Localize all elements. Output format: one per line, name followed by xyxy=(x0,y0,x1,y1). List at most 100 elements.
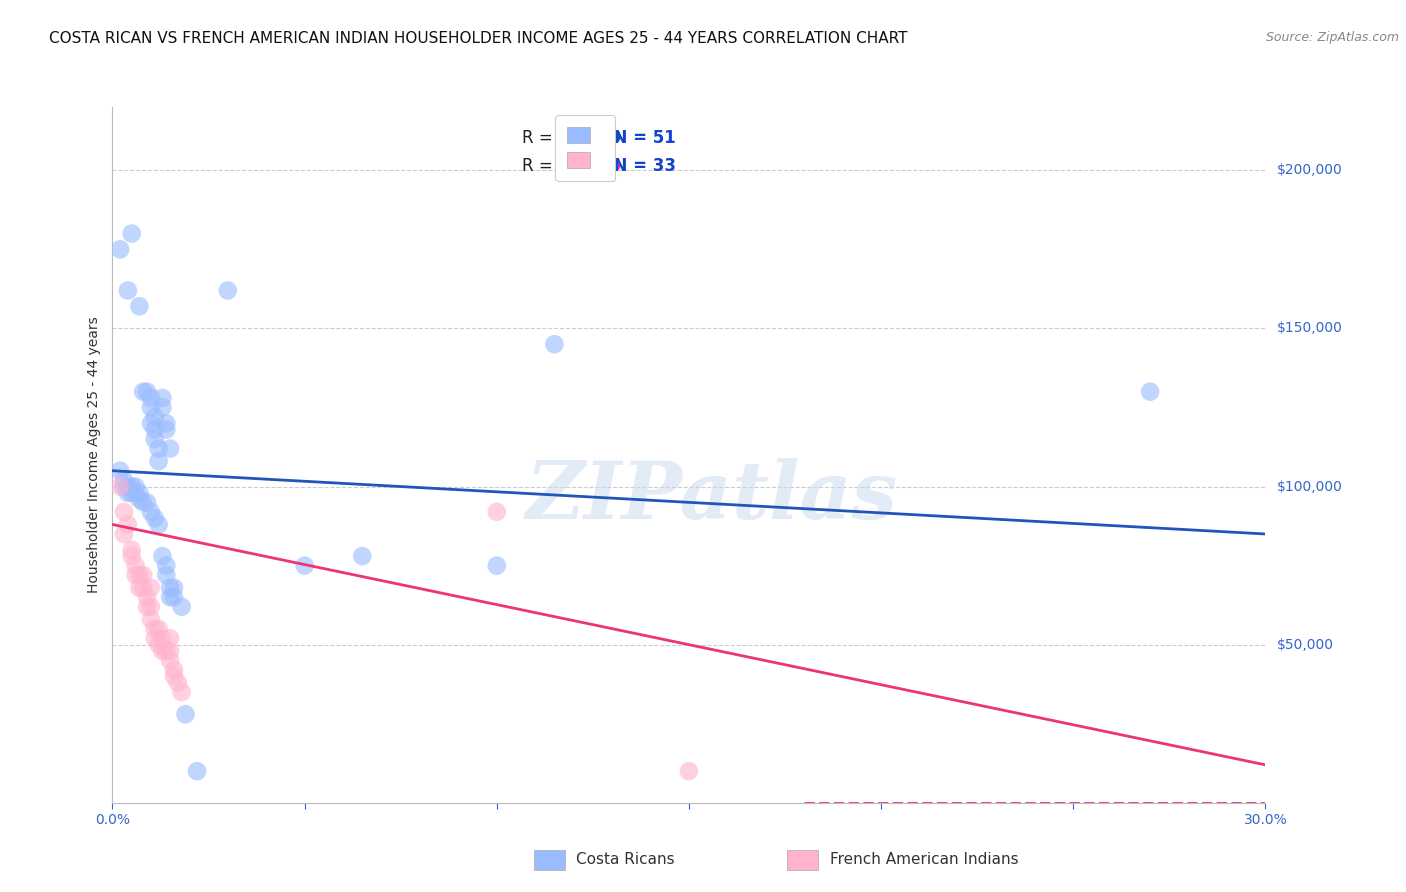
Point xyxy=(121,227,143,241)
Point xyxy=(152,632,174,646)
Point xyxy=(678,764,700,779)
Point xyxy=(128,299,150,313)
Point xyxy=(132,581,155,595)
Point xyxy=(139,401,162,415)
Point xyxy=(132,495,155,509)
Point xyxy=(139,417,162,431)
Legend: , : , xyxy=(555,115,616,181)
Point xyxy=(159,644,181,658)
Text: $50,000: $50,000 xyxy=(1277,638,1333,652)
Point xyxy=(139,391,162,405)
Point xyxy=(108,479,131,493)
Point xyxy=(148,454,170,468)
Text: N = 51: N = 51 xyxy=(602,129,676,147)
Point xyxy=(143,632,166,646)
Point xyxy=(143,511,166,525)
Point xyxy=(1139,384,1161,399)
Point xyxy=(485,558,508,573)
Point xyxy=(152,549,174,563)
Point xyxy=(124,479,146,493)
Point xyxy=(124,486,146,500)
Text: N = 33: N = 33 xyxy=(602,157,676,175)
Point xyxy=(152,644,174,658)
Point xyxy=(163,663,186,677)
Point xyxy=(159,632,181,646)
Point xyxy=(485,505,508,519)
Point xyxy=(294,558,316,573)
Point xyxy=(143,622,166,636)
Point xyxy=(152,391,174,405)
Text: $200,000: $200,000 xyxy=(1277,163,1343,178)
Y-axis label: Householder Income Ages 25 - 44 years: Householder Income Ages 25 - 44 years xyxy=(87,317,101,593)
Point xyxy=(121,542,143,557)
Point xyxy=(148,517,170,532)
Point xyxy=(136,495,159,509)
Point xyxy=(139,581,162,595)
Text: ZIPatlas: ZIPatlas xyxy=(526,458,898,535)
Point xyxy=(112,527,135,541)
Point xyxy=(124,558,146,573)
Point xyxy=(148,638,170,652)
Point xyxy=(143,432,166,446)
Point xyxy=(217,284,239,298)
Text: -0.325: -0.325 xyxy=(557,157,621,175)
Text: R =: R = xyxy=(522,129,553,147)
Text: -0.070: -0.070 xyxy=(557,129,621,147)
Point xyxy=(152,401,174,415)
Point xyxy=(139,505,162,519)
Point xyxy=(155,568,177,582)
Point xyxy=(136,591,159,605)
Point xyxy=(155,644,177,658)
Point xyxy=(170,599,193,614)
Point xyxy=(148,442,170,456)
Point xyxy=(159,442,181,456)
Point xyxy=(128,568,150,582)
Text: COSTA RICAN VS FRENCH AMERICAN INDIAN HOUSEHOLDER INCOME AGES 25 - 44 YEARS CORR: COSTA RICAN VS FRENCH AMERICAN INDIAN HO… xyxy=(49,31,908,46)
Point xyxy=(112,505,135,519)
Point xyxy=(155,417,177,431)
Point xyxy=(112,473,135,487)
Point xyxy=(128,486,150,500)
Point xyxy=(159,591,181,605)
Point xyxy=(148,622,170,636)
Point xyxy=(159,581,181,595)
Point xyxy=(139,612,162,626)
Point xyxy=(132,384,155,399)
Text: Costa Ricans: Costa Ricans xyxy=(576,853,675,867)
Point xyxy=(155,558,177,573)
Point xyxy=(139,599,162,614)
Text: $150,000: $150,000 xyxy=(1277,321,1343,335)
Point xyxy=(124,568,146,582)
Point xyxy=(121,479,143,493)
Point xyxy=(117,479,139,493)
Point xyxy=(143,409,166,424)
Point xyxy=(143,423,166,437)
Point xyxy=(166,675,188,690)
Point xyxy=(186,764,208,779)
Point xyxy=(155,423,177,437)
Point xyxy=(108,243,131,257)
Text: R =: R = xyxy=(522,157,553,175)
Point xyxy=(543,337,565,351)
Point xyxy=(128,492,150,507)
Point xyxy=(163,669,186,683)
Text: French American Indians: French American Indians xyxy=(830,853,1018,867)
Point xyxy=(121,486,143,500)
Point xyxy=(112,479,135,493)
Point xyxy=(117,486,139,500)
Point xyxy=(136,384,159,399)
Text: $100,000: $100,000 xyxy=(1277,480,1343,493)
Point xyxy=(136,599,159,614)
Point xyxy=(108,464,131,478)
Point xyxy=(121,549,143,563)
Point xyxy=(163,591,186,605)
Point xyxy=(352,549,374,563)
Point xyxy=(174,707,197,722)
Point xyxy=(117,517,139,532)
Point xyxy=(132,568,155,582)
Text: Source: ZipAtlas.com: Source: ZipAtlas.com xyxy=(1265,31,1399,45)
Point xyxy=(170,685,193,699)
Point xyxy=(117,284,139,298)
Point xyxy=(163,581,186,595)
Point xyxy=(128,581,150,595)
